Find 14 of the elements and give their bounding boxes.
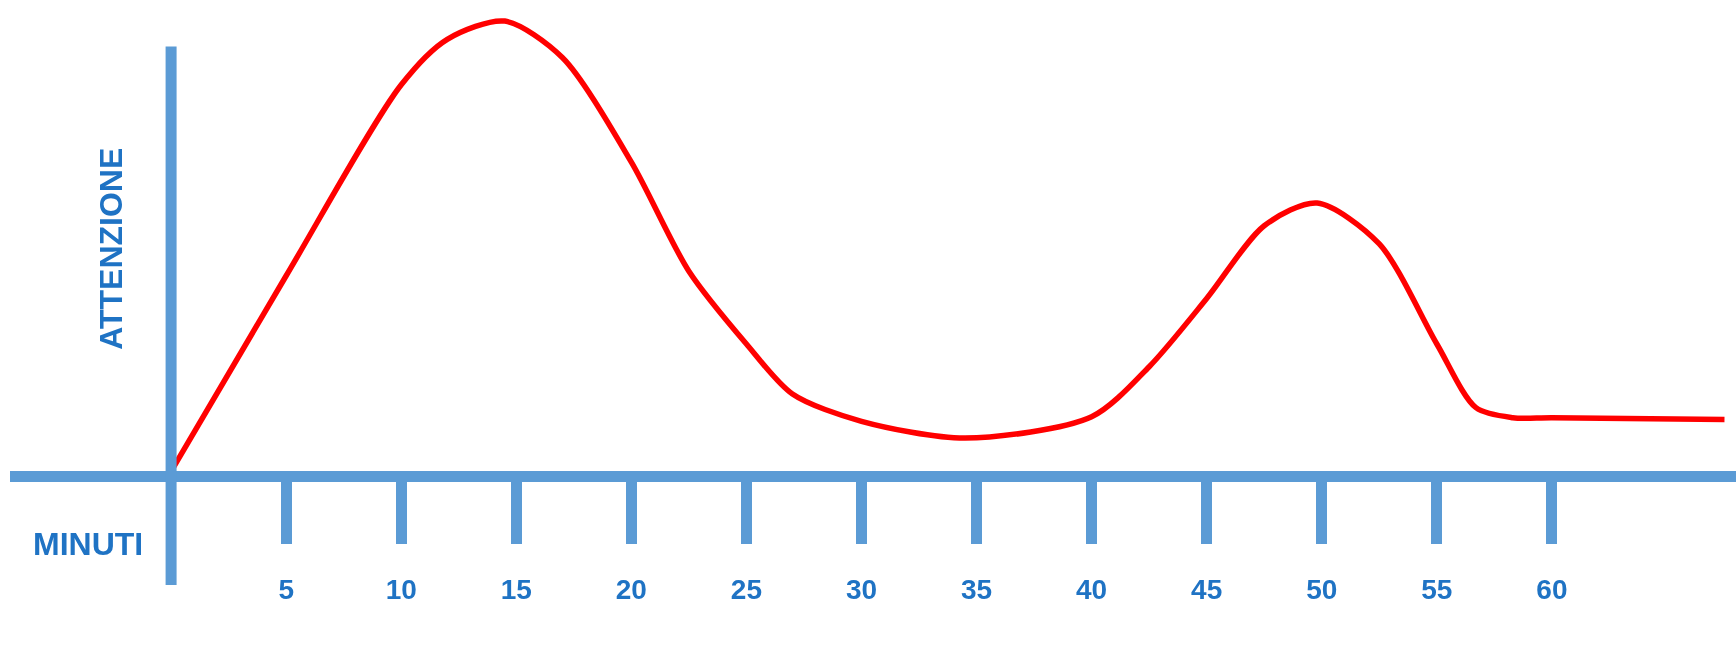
x-tick-label: 15 — [500, 574, 532, 606]
x-axis-title: MINUTI — [33, 526, 144, 562]
x-tick-label: 35 — [960, 574, 993, 606]
x-tick-label: 30 — [845, 574, 878, 606]
x-tick-label: 60 — [1536, 574, 1568, 606]
y-axis-title: ATTENZIONE — [92, 147, 129, 350]
x-tick-label: 5 — [278, 574, 294, 606]
x-tick-label: 40 — [1076, 574, 1108, 606]
x-tick-label: 25 — [730, 574, 763, 606]
x-tick-label: 10 — [385, 574, 417, 606]
x-tick-label: 45 — [1191, 574, 1223, 606]
x-tick-label: 50 — [1306, 574, 1338, 606]
x-tick-label: 55 — [1421, 574, 1453, 606]
x-tick-label: 20 — [615, 574, 647, 606]
